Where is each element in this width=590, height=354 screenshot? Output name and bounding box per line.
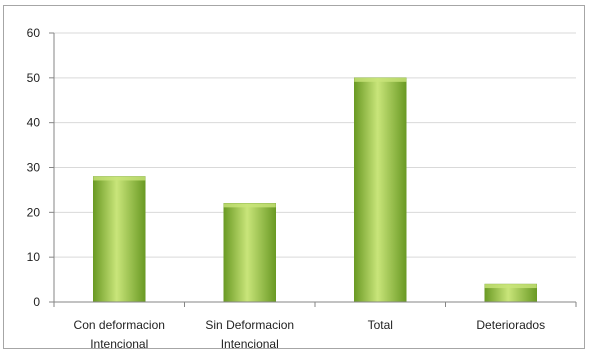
bar-top-highlight: [354, 77, 407, 82]
bar: [93, 176, 146, 303]
bar: [223, 203, 276, 303]
x-category-label: Deteriorados: [476, 318, 545, 332]
bar-top-highlight: [223, 203, 276, 208]
x-category-label: Sin Deformacion: [205, 318, 294, 332]
bar: [354, 77, 407, 303]
y-tick-label: 40: [27, 116, 41, 130]
bar-top-highlight: [93, 176, 146, 181]
bar-top-highlight: [484, 284, 537, 289]
y-tick-label: 20: [27, 205, 41, 219]
x-category-label: Intencional: [90, 337, 148, 351]
y-tick-label: 0: [33, 295, 40, 309]
y-tick-label: 10: [27, 250, 41, 264]
x-category-label: Con deformacion: [74, 318, 165, 332]
bars: [93, 77, 537, 303]
y-axis-tick-labels: 0 10 20 30 40 50 60: [27, 26, 54, 309]
x-category-label: Intencional: [221, 337, 279, 351]
x-category-label: Total: [368, 318, 393, 332]
y-tick-label: 50: [27, 71, 41, 85]
y-tick-label: 30: [27, 161, 41, 175]
y-tick-label: 60: [27, 26, 41, 40]
x-axis-category-labels: Con deformacion Intencional Sin Deformacio…: [74, 318, 546, 351]
